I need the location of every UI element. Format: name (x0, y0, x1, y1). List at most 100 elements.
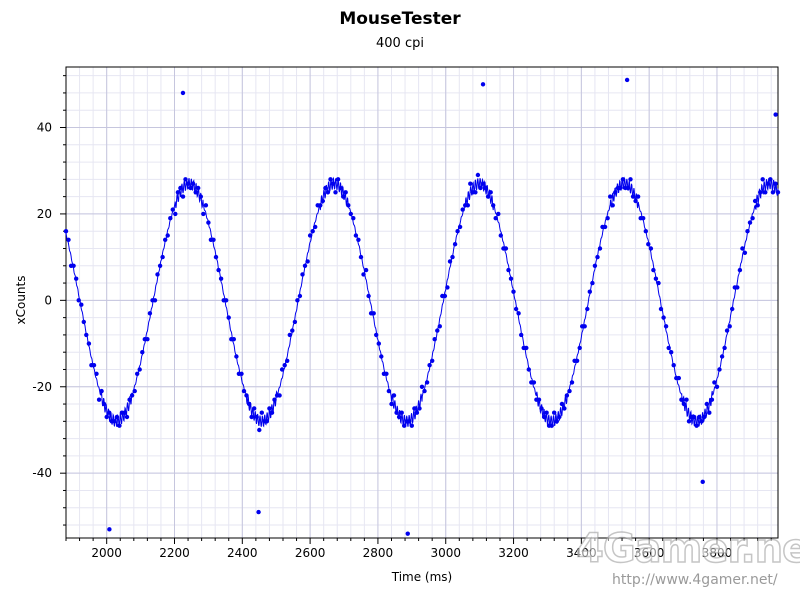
data-point (435, 328, 440, 333)
data-point (246, 401, 252, 407)
data-point (124, 414, 130, 420)
data-point (503, 246, 509, 251)
data-point (539, 406, 544, 411)
data-point (343, 190, 348, 195)
data-point (643, 229, 648, 234)
data-point (592, 263, 598, 268)
data-point (676, 375, 681, 381)
x-tick-label: 3000 (430, 546, 461, 560)
data-point (651, 267, 656, 273)
data-point (173, 211, 178, 217)
x-tick-label: 2600 (295, 546, 326, 560)
data-point (658, 306, 664, 312)
data-point (752, 198, 758, 204)
data-point-outlier (180, 90, 186, 96)
data-point (66, 237, 71, 242)
x-tick-label: 3600 (634, 546, 665, 560)
data-point (409, 423, 414, 428)
x-tick-labels: 2000 2200 2400 2600 2800 3000 3200 3400 3600 3800 (91, 546, 732, 560)
plot-frame (65, 66, 779, 539)
data-point (277, 393, 282, 398)
data-point (727, 324, 732, 329)
data-point (178, 185, 183, 191)
data-point (597, 246, 603, 251)
data-point (389, 401, 394, 407)
data-point (722, 345, 727, 351)
data-point (71, 263, 76, 268)
data-point (770, 190, 776, 195)
data-point (417, 406, 422, 411)
data-point (694, 423, 699, 428)
data-point (742, 250, 748, 255)
data-point (127, 397, 132, 402)
data-point (437, 324, 442, 329)
data-point (218, 276, 224, 281)
data-point (524, 345, 529, 351)
data-point (307, 233, 313, 238)
data-point (536, 397, 542, 402)
data-point-outlier (700, 479, 705, 485)
series-line (65, 176, 779, 429)
data-point (717, 367, 722, 372)
data-point (175, 190, 181, 195)
data-point (216, 267, 221, 273)
x-tick-label: 3800 (702, 546, 733, 560)
data-point (442, 293, 448, 299)
x-axis-label: Time (ms) (391, 570, 453, 584)
data-point (488, 190, 493, 195)
data-point (557, 414, 562, 420)
data-point (407, 419, 412, 424)
data-point (498, 233, 503, 238)
data-point (224, 298, 229, 303)
x-tick-label: 2200 (159, 546, 190, 560)
data-point (562, 406, 567, 411)
x-tick-label: 2400 (227, 546, 258, 560)
data-point (94, 371, 99, 376)
data-point (541, 414, 547, 420)
data-point (160, 254, 165, 260)
data-point (147, 311, 153, 316)
data-point (519, 332, 524, 338)
axis-ticks (60, 75, 772, 544)
data-point (282, 363, 287, 368)
data-point (379, 354, 384, 359)
data-point (775, 190, 781, 195)
data-point (137, 367, 142, 372)
data-point (681, 401, 687, 407)
data-point (669, 350, 674, 355)
data-point (432, 337, 437, 342)
data-point-outlier (256, 509, 261, 515)
data-point (196, 185, 201, 191)
data-point (376, 341, 381, 346)
data-point (666, 345, 671, 351)
data-point (671, 363, 676, 368)
x-tick-label: 3200 (498, 546, 529, 560)
data-point (140, 350, 145, 355)
data-point (254, 414, 259, 420)
data-point (386, 388, 392, 394)
data-point (112, 419, 117, 424)
data-point (323, 185, 328, 191)
data-point (333, 190, 338, 195)
data-point (478, 185, 483, 191)
data-point (445, 285, 450, 290)
data-point (590, 280, 595, 286)
data-point (422, 388, 427, 394)
data-point (559, 401, 565, 407)
data-point (292, 319, 298, 325)
data-point (104, 414, 109, 420)
data-point (302, 263, 308, 268)
data-point (508, 276, 514, 281)
data-point (496, 211, 501, 217)
data-point (244, 393, 249, 398)
data-point (203, 203, 209, 208)
data-point (76, 298, 81, 303)
data-point (107, 410, 112, 415)
y-tick-labels: -40 -20 0 20 40 (32, 120, 52, 480)
data-point-outlier (624, 77, 630, 83)
data-point (287, 332, 292, 338)
data-point (485, 194, 491, 199)
data-point (450, 254, 455, 260)
data-point (707, 410, 712, 415)
